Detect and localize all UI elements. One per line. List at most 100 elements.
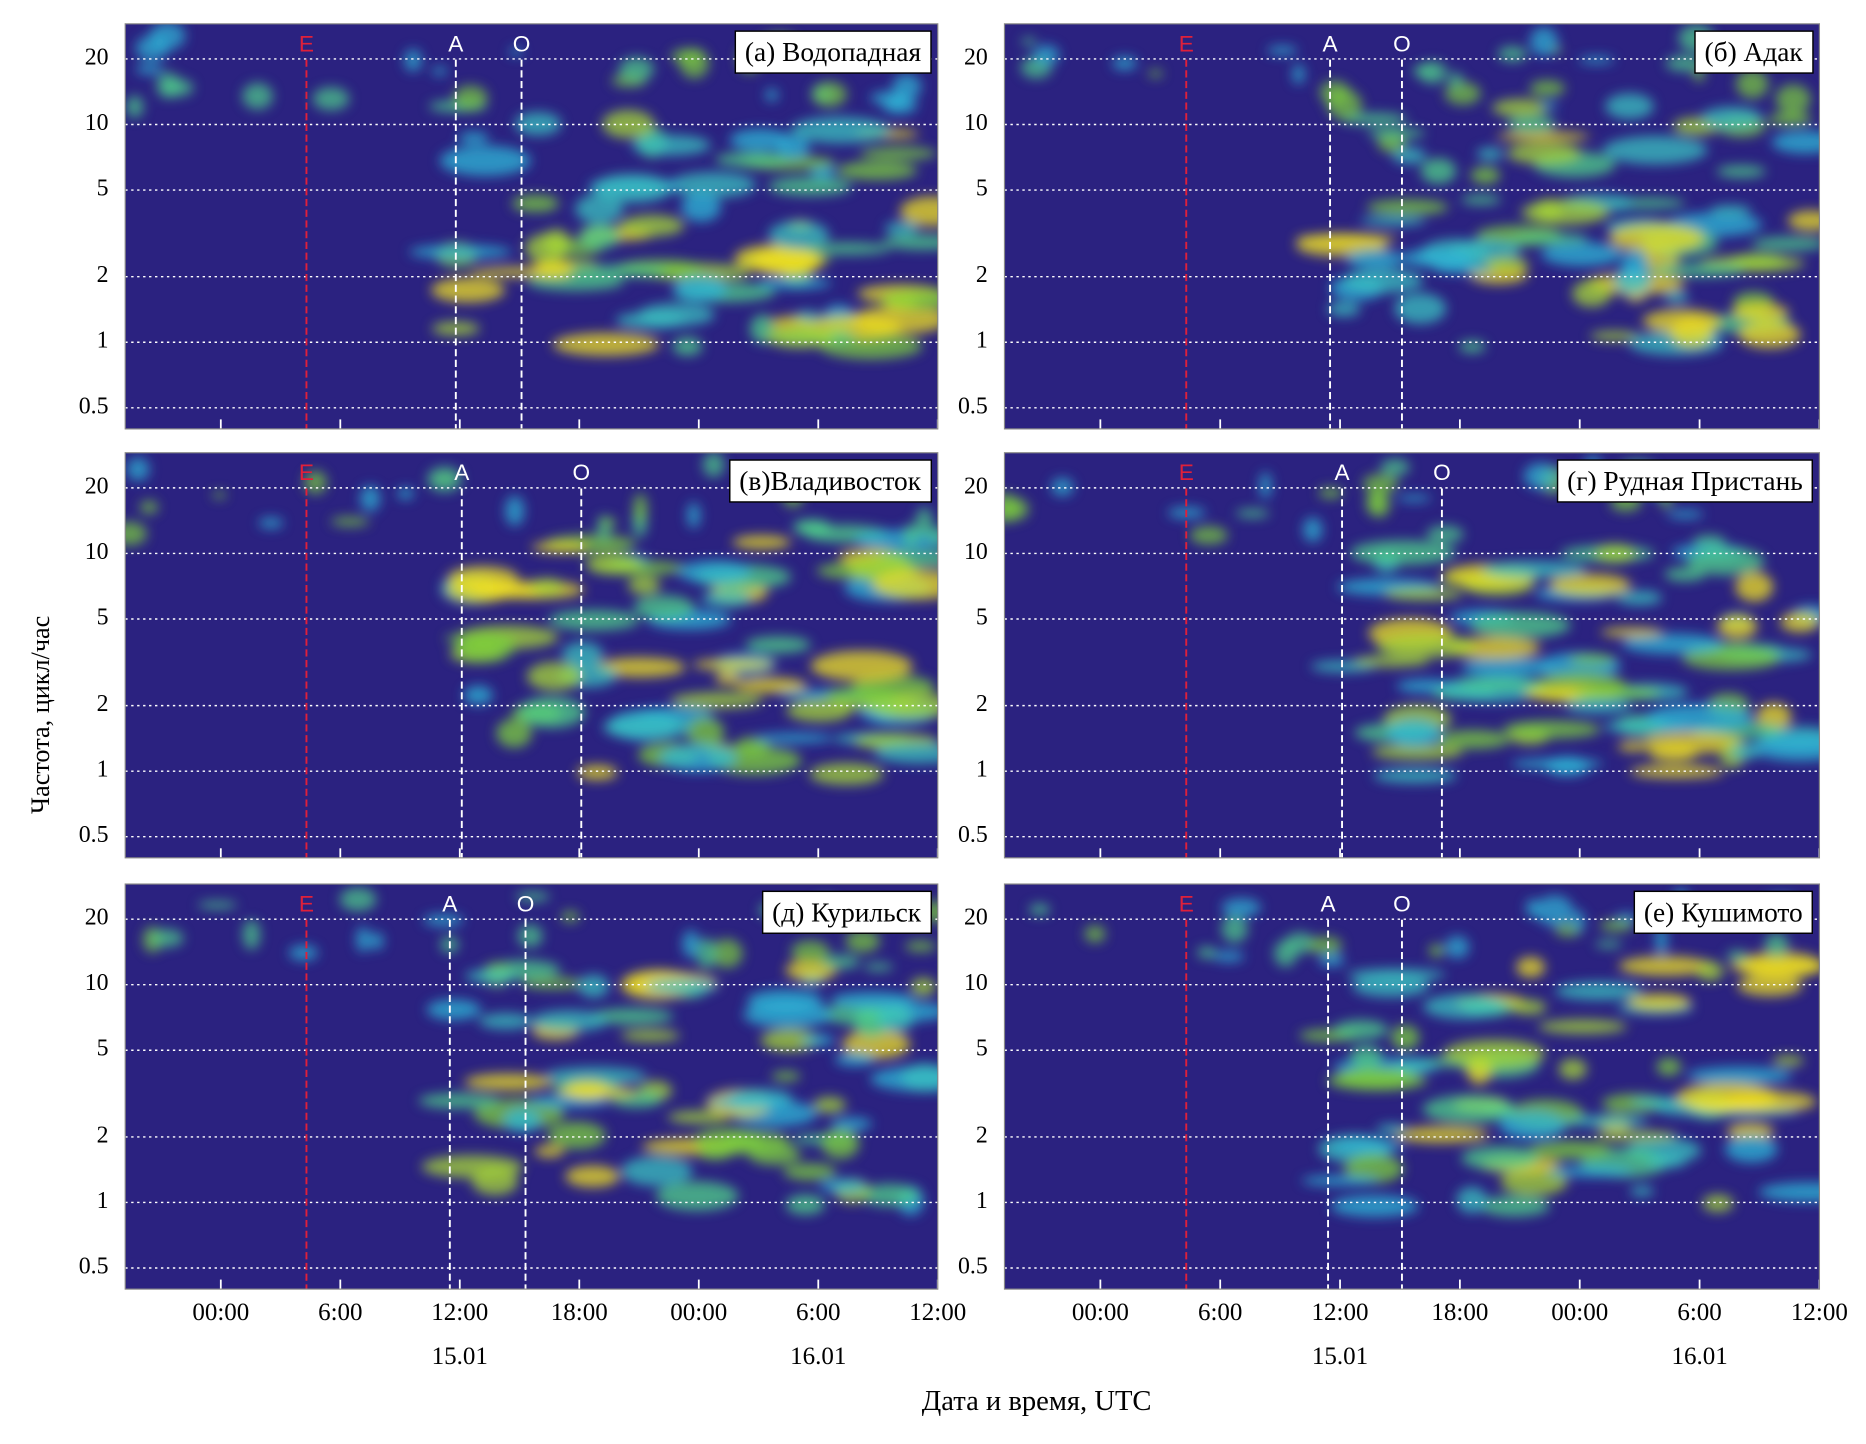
y-tick-label: 0.5: [79, 822, 109, 848]
y-tick-label: 10: [964, 110, 988, 136]
y-tick-label: 20: [964, 44, 988, 70]
panel-title: (д) Курильск: [772, 897, 922, 927]
event-label: E: [1179, 891, 1194, 916]
x-tick-label: 6:00: [1677, 1299, 1721, 1326]
panel: 0.5 1 2 5 10 20 E A O (г) Рудная Пристань: [958, 452, 1821, 859]
y-tick-label: 5: [976, 176, 988, 202]
x-axis-label: Дата и время, UTC: [922, 1386, 1152, 1417]
y-tick-label: 5: [97, 604, 109, 630]
event-label: A: [1323, 31, 1339, 56]
event-label: A: [448, 31, 464, 56]
x-tick-label: 12:00: [1312, 1299, 1369, 1326]
y-tick-label: 2: [976, 1122, 988, 1148]
panel: 0.5 1 2 5 10 20 E A O (е) Кушимото: [958, 883, 1821, 1290]
panel-title: (а) Водопадная: [745, 37, 922, 67]
y-tick-label: 10: [964, 539, 988, 565]
y-tick-label: 20: [964, 905, 988, 931]
y-tick-label: 2: [976, 691, 988, 717]
title-box: [1633, 890, 1813, 934]
y-tick-label: 2: [97, 262, 109, 288]
spectral-texture: [125, 452, 938, 786]
y-tick-label: 5: [97, 176, 109, 202]
panel-title: (в)Владивосток: [739, 466, 921, 496]
plot-frame: [124, 883, 939, 1290]
panel-title: (б) Адак: [1705, 37, 1804, 67]
event-label: O: [517, 891, 535, 916]
event-label: A: [1321, 891, 1337, 916]
x-tick-label: 6:00: [1198, 1299, 1242, 1326]
x-tick-label: 00:00: [1551, 1299, 1608, 1326]
x-tick-label: 18:00: [1431, 1299, 1488, 1326]
y-tick-label: 20: [85, 44, 109, 70]
y-tick-label: 0.5: [79, 393, 109, 419]
y-tick-label: 20: [85, 473, 109, 499]
event-label: O: [513, 31, 531, 56]
spectral-texture: [1020, 24, 1820, 356]
x-tick-label: 00:00: [192, 1299, 249, 1326]
event-label: O: [572, 460, 590, 485]
panel: 0.5 1 2 5 10 20 E A O (д) Курильск: [79, 883, 939, 1290]
y-tick-label: 20: [85, 905, 109, 931]
y-tick-label: 0.5: [958, 822, 988, 848]
event-label: O: [1393, 31, 1411, 56]
title-box: [1694, 30, 1814, 74]
panel-title: (е) Кушимото: [1644, 897, 1803, 927]
x-tick-label: 00:00: [1072, 1299, 1129, 1326]
y-tick-label: 0.5: [79, 1253, 109, 1279]
plot-frame: [1003, 23, 1821, 430]
x-tick-label: 12:00: [1791, 1299, 1848, 1326]
panel: 0.5 1 2 5 10 20 E A O (б) Адак: [958, 23, 1821, 430]
x-tick-label: 00:00: [670, 1299, 727, 1326]
event-label: E: [1179, 460, 1194, 485]
plot-frame: [124, 452, 939, 859]
x-tick-label: 18:00: [551, 1299, 608, 1326]
y-tick-label: 2: [97, 691, 109, 717]
date-tick-label: 15.01: [1312, 1343, 1368, 1370]
event-label: O: [1433, 460, 1451, 485]
event-label: A: [442, 891, 458, 916]
event-label: E: [299, 31, 314, 56]
y-tick-label: 0.5: [958, 393, 988, 419]
panel-title: (г) Рудная Пристань: [1567, 466, 1803, 496]
event-label: O: [1393, 891, 1411, 916]
y-tick-label: 5: [97, 1036, 109, 1062]
date-tick-label: 15.01: [432, 1343, 488, 1370]
y-tick-label: 20: [964, 473, 988, 499]
title-box: [729, 459, 933, 503]
title-box: [734, 30, 932, 74]
title-box: [761, 890, 933, 934]
event-label: A: [1334, 460, 1350, 485]
spectral-texture: [1004, 455, 1820, 784]
y-tick-label: 1: [97, 757, 109, 783]
y-tick-label: 1: [97, 1188, 109, 1214]
y-tick-label: 2: [97, 1122, 109, 1148]
plot-frame: [1003, 883, 1821, 1290]
y-tick-label: 1: [97, 328, 109, 354]
event-label: E: [299, 460, 314, 485]
y-tick-label: 10: [85, 539, 109, 565]
y-tick-label: 1: [976, 1188, 988, 1214]
y-axis-label: Частота, цикл/час: [26, 616, 55, 814]
y-tick-label: 10: [85, 970, 109, 996]
plot-frame: [1003, 452, 1821, 859]
y-tick-label: 0.5: [958, 1253, 988, 1279]
y-tick-label: 1: [976, 328, 988, 354]
y-tick-label: 10: [85, 110, 109, 136]
y-tick-label: 2: [976, 262, 988, 288]
date-tick-label: 16.01: [790, 1343, 846, 1370]
x-tick-label: 12:00: [909, 1299, 966, 1326]
event-label: A: [454, 460, 470, 485]
title-box: [1556, 459, 1813, 503]
panel: 0.5 1 2 5 10 20 E A O (в)Владивосток: [79, 452, 939, 859]
plot-background: [125, 452, 938, 858]
panel: 0.5 1 2 5 10 20 E A O (а) Водопадная: [79, 23, 939, 430]
y-tick-label: 1: [976, 757, 988, 783]
x-tick-label: 6:00: [318, 1299, 362, 1326]
y-tick-label: 5: [976, 1036, 988, 1062]
event-label: E: [299, 891, 314, 916]
y-tick-label: 5: [976, 604, 988, 630]
plot-frame: [124, 23, 939, 430]
spectral-texture: [1029, 888, 1820, 1218]
y-tick-label: 10: [964, 970, 988, 996]
